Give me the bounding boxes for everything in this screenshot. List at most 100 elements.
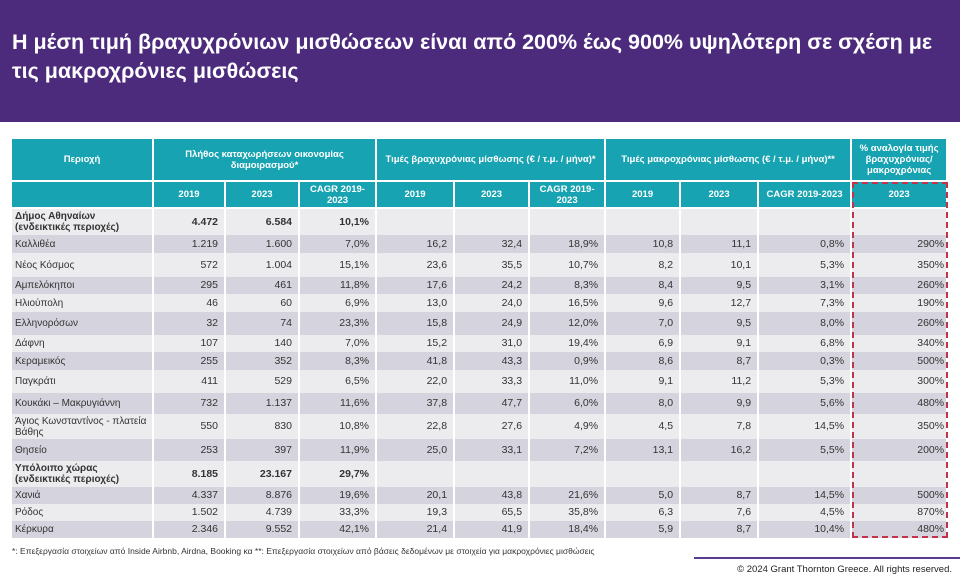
cell-ratio: 500%: [852, 487, 949, 504]
cell-s2023: 43,8: [455, 487, 531, 504]
cell-scagr: 8,3%: [530, 277, 607, 294]
cell-scagr: 12,0%: [530, 312, 607, 335]
cell-m2019: 8,2: [606, 253, 682, 277]
cell-m2023: 8,7: [681, 487, 760, 504]
cell-l2019: 550: [154, 414, 226, 439]
cell-l2019: 107: [154, 335, 226, 352]
cell-s2023: 33,3: [455, 370, 531, 393]
cell-mcagr: 6,8%: [759, 335, 853, 352]
cell-ratio: 260%: [852, 312, 949, 335]
cell-mcagr: [759, 209, 853, 235]
cell-lcagr: 6,9%: [300, 294, 378, 312]
region-name: Κεραμεικός: [12, 352, 154, 370]
cell-m2023: 7,6: [681, 504, 760, 521]
cell-ratio: 480%: [852, 393, 949, 414]
cell-lcagr: 42,1%: [300, 521, 378, 538]
table-row: Ηλιούπολη 46 60 6,9% 13,0 24,0 16,5% 9,6 12,7 7,3…: [12, 294, 949, 312]
cell-m2019: 8,4: [606, 277, 682, 294]
footnote: *: Επεξεργασία στοιχείων από Inside Airb…: [12, 546, 595, 556]
cell-s2023: 24,9: [455, 312, 531, 335]
cell-ratio: 300%: [852, 370, 949, 393]
cell-l2023: 140: [226, 335, 300, 352]
cell-l2023: 6.584: [226, 209, 300, 235]
cell-s2023: 24,2: [455, 277, 531, 294]
header-short-term: Τιμές βραχυχρόνιας μίσθωσης (€ / τ.μ. / …: [377, 139, 607, 182]
page-title: Η μέση τιμή βραχυχρόνιων μισθώσεων είναι…: [12, 30, 933, 83]
cell-l2023: 529: [226, 370, 300, 393]
cell-scagr: [530, 209, 607, 235]
cell-l2019: 572: [154, 253, 226, 277]
cell-s2023: 24,0: [455, 294, 531, 312]
cell-s2023: 27,6: [455, 414, 531, 439]
cell-s2023: 31,0: [455, 335, 531, 352]
cell-lcagr: 10,8%: [300, 414, 378, 439]
cell-m2023: 7,8: [681, 414, 760, 439]
header-2023: 2023: [681, 182, 760, 209]
cell-l2023: 74: [226, 312, 300, 335]
cell-lcagr: 15,1%: [300, 253, 378, 277]
cell-mcagr: 3,1%: [759, 277, 853, 294]
cell-m2023: 8,7: [681, 352, 760, 370]
cell-s2023: 41,9: [455, 521, 531, 538]
cell-m2023: 10,1: [681, 253, 760, 277]
region-name: Ελληνορόσων: [12, 312, 154, 335]
title-bar: Η μέση τιμή βραχυχρόνιων μισθώσεων είναι…: [0, 0, 960, 122]
cell-lcagr: 7,0%: [300, 235, 378, 253]
cell-m2023: 9,5: [681, 312, 760, 335]
cell-l2019: 295: [154, 277, 226, 294]
cell-l2023: 60: [226, 294, 300, 312]
cell-s2019: 15,8: [377, 312, 456, 335]
cell-l2023: 830: [226, 414, 300, 439]
cell-ratio: 260%: [852, 277, 949, 294]
cell-lcagr: 7,0%: [300, 335, 378, 352]
cell-mcagr: 5,5%: [759, 439, 853, 461]
cell-l2023: 1.600: [226, 235, 300, 253]
region-name: Άγιος Κωνσταντίνος - πλατεία Βάθης: [12, 414, 154, 439]
table-row: Δάφνη 107 140 7,0% 15,2 31,0 19,4% 6,9 9,1 6,8% 34…: [12, 335, 949, 352]
header-region: Περιοχή: [12, 139, 154, 182]
cell-l2023: 1.137: [226, 393, 300, 414]
cell-ratio: 200%: [852, 439, 949, 461]
cell-ratio: [852, 209, 949, 235]
cell-l2019: 253: [154, 439, 226, 461]
cell-m2023: 9,5: [681, 277, 760, 294]
cell-lcagr: 29,7%: [300, 461, 378, 487]
cell-m2023: 11,1: [681, 235, 760, 253]
cell-m2019: 7,0: [606, 312, 682, 335]
cell-s2019: 20,1: [377, 487, 456, 504]
region-name: Καλλιθέα: [12, 235, 154, 253]
cell-lcagr: 6,5%: [300, 370, 378, 393]
cell-s2019: 17,6: [377, 277, 456, 294]
cell-s2023: 32,4: [455, 235, 531, 253]
region-name: Κέρκυρα: [12, 521, 154, 538]
cell-s2019: 37,8: [377, 393, 456, 414]
cell-mcagr: 5,6%: [759, 393, 853, 414]
cell-lcagr: 19,6%: [300, 487, 378, 504]
cell-l2023: 4.739: [226, 504, 300, 521]
cell-s2019: 13,0: [377, 294, 456, 312]
cell-lcagr: 23,3%: [300, 312, 378, 335]
cell-mcagr: 8,0%: [759, 312, 853, 335]
header-cagr: CAGR 2019-2023: [759, 182, 853, 209]
cell-m2019: 13,1: [606, 439, 682, 461]
cell-mcagr: 10,4%: [759, 521, 853, 538]
cell-scagr: 18,4%: [530, 521, 607, 538]
cell-scagr: 4,9%: [530, 414, 607, 439]
cell-mcagr: 4,5%: [759, 504, 853, 521]
cell-m2023: [681, 461, 760, 487]
cell-l2019: 255: [154, 352, 226, 370]
cell-scagr: 19,4%: [530, 335, 607, 352]
region-name: Δάφνη: [12, 335, 154, 352]
cell-ratio: [852, 461, 949, 487]
cell-s2019: 22,8: [377, 414, 456, 439]
cell-l2019: 4.337: [154, 487, 226, 504]
cell-scagr: 6,0%: [530, 393, 607, 414]
header-cagr: CAGR 2019-2023: [530, 182, 607, 209]
cell-s2019: 41,8: [377, 352, 456, 370]
table-body: Δήμος Αθηναίων (ενδεικτικές περιοχές) 4.4…: [12, 209, 949, 538]
cell-lcagr: 33,3%: [300, 504, 378, 521]
cell-scagr: 35,8%: [530, 504, 607, 521]
cell-m2023: 12,7: [681, 294, 760, 312]
region-name: Χανιά: [12, 487, 154, 504]
cell-mcagr: 5,3%: [759, 370, 853, 393]
